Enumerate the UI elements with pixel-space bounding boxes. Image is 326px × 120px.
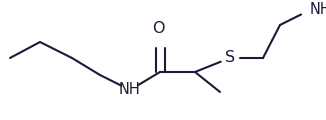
- Text: NH: NH: [119, 83, 141, 97]
- Text: NH: NH: [310, 3, 326, 18]
- Text: S: S: [225, 51, 235, 66]
- Text: O: O: [152, 21, 164, 36]
